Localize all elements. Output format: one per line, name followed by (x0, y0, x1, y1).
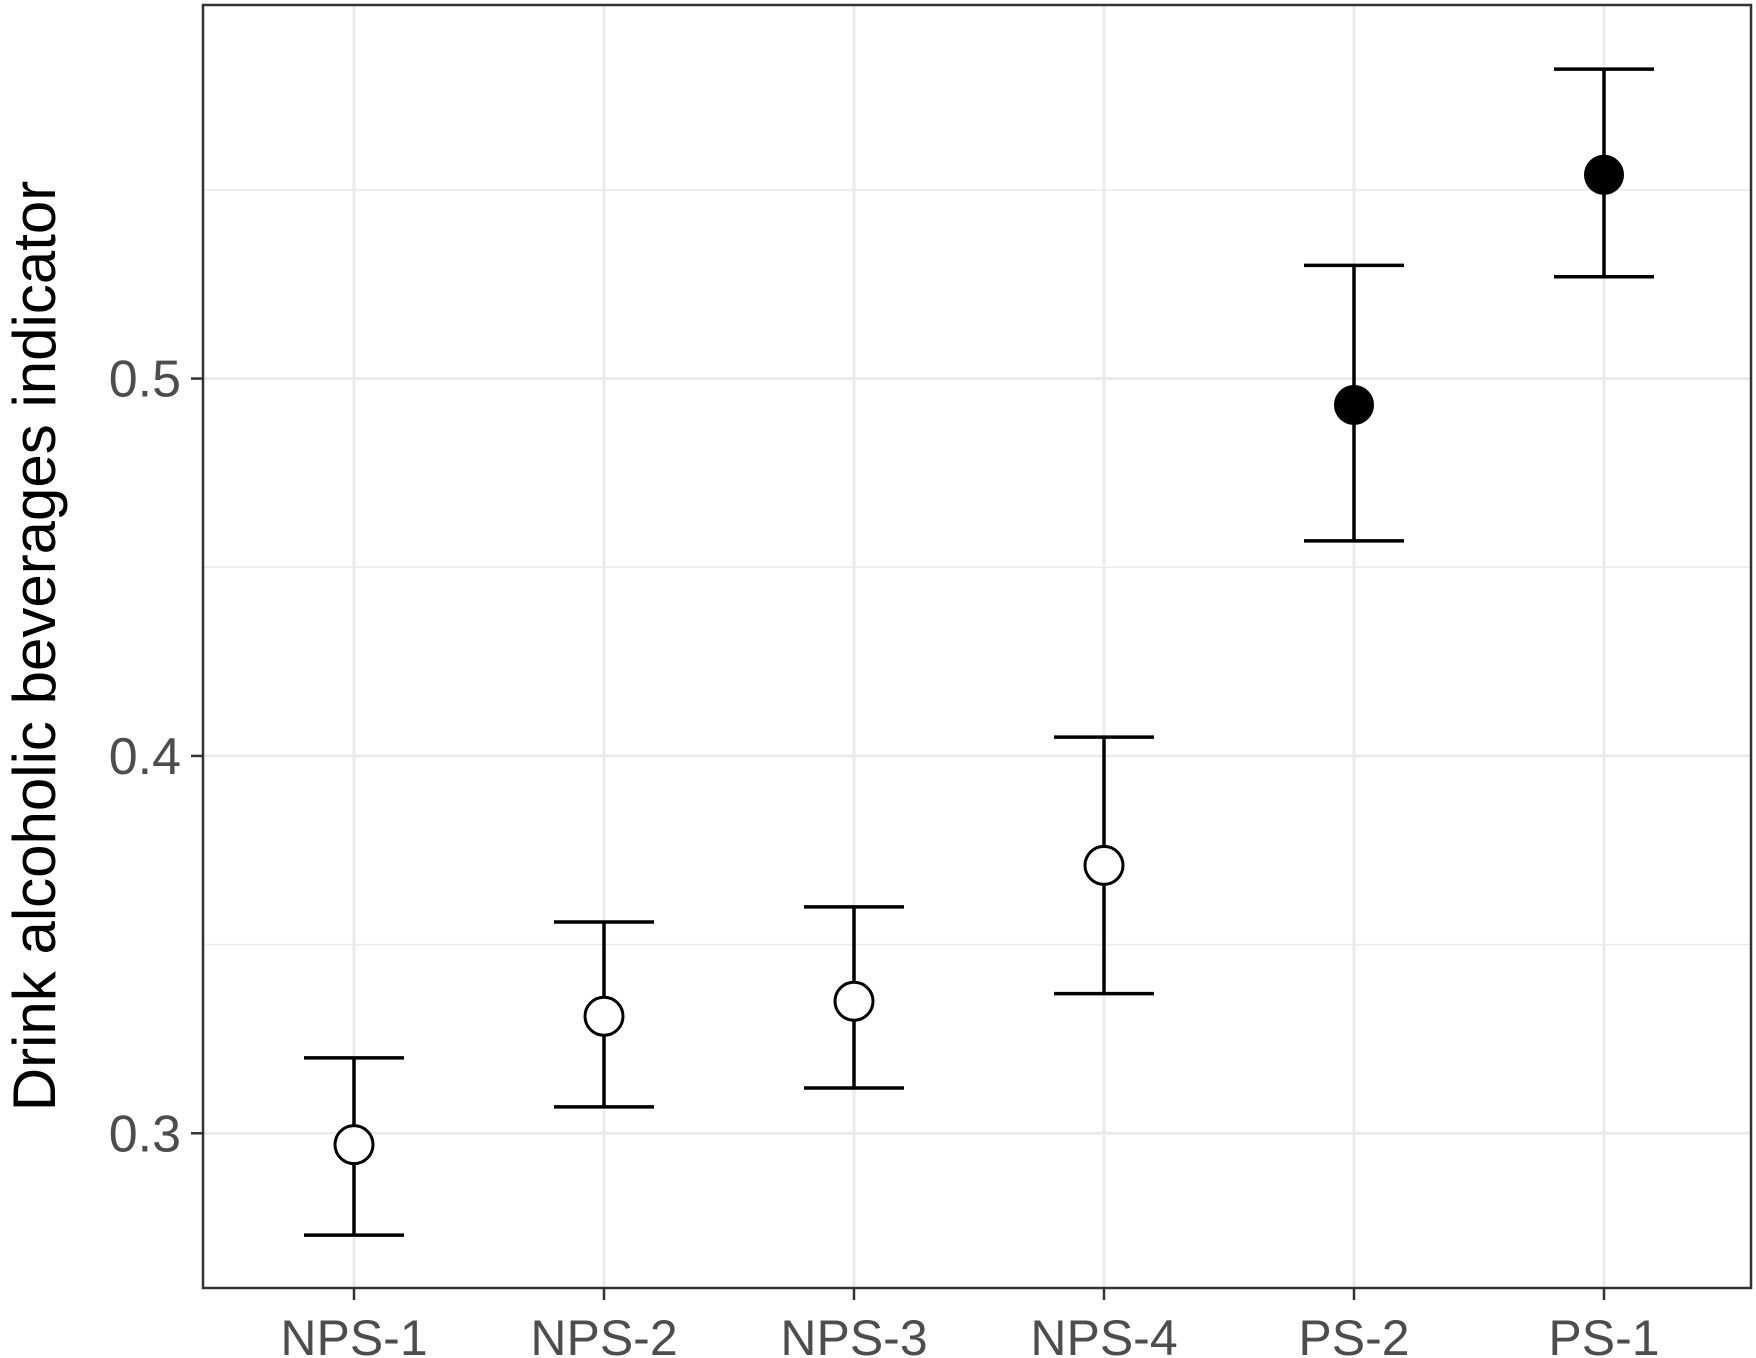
y-axis: 0.3 0.4 0.5 (109, 351, 203, 1163)
point-estimate-filled (1584, 154, 1624, 195)
x-tick-label: NPS-1 (280, 1310, 427, 1358)
y-axis-title: Drink alcoholic beverages indicator (1, 181, 68, 1111)
minor-gridlines (203, 189, 1751, 946)
x-axis: NPS-1 NPS-2 NPS-3 NPS-4 PS-2 PS-1 (280, 1288, 1660, 1358)
error-bars-layer (304, 67, 1654, 1237)
point-estimate-open (1083, 844, 1125, 886)
y-tick-label: 0.3 (109, 1105, 181, 1163)
point-estimate-open (333, 1124, 375, 1166)
point-estimate-filled (1334, 384, 1374, 425)
major-gridlines (203, 5, 1751, 1288)
x-tick-label: PS-2 (1298, 1310, 1409, 1358)
y-tick-label: 0.5 (109, 351, 181, 409)
y-tick-label: 0.4 (109, 728, 181, 786)
x-tick-label: NPS-4 (1030, 1310, 1177, 1358)
x-tick-label: NPS-3 (780, 1310, 927, 1358)
panel-border (201, 3, 1753, 1290)
x-tick-label: NPS-2 (530, 1310, 677, 1358)
point-estimate-open (583, 995, 625, 1037)
x-tick-label: PS-1 (1548, 1310, 1659, 1358)
point-estimate-open (833, 980, 875, 1022)
